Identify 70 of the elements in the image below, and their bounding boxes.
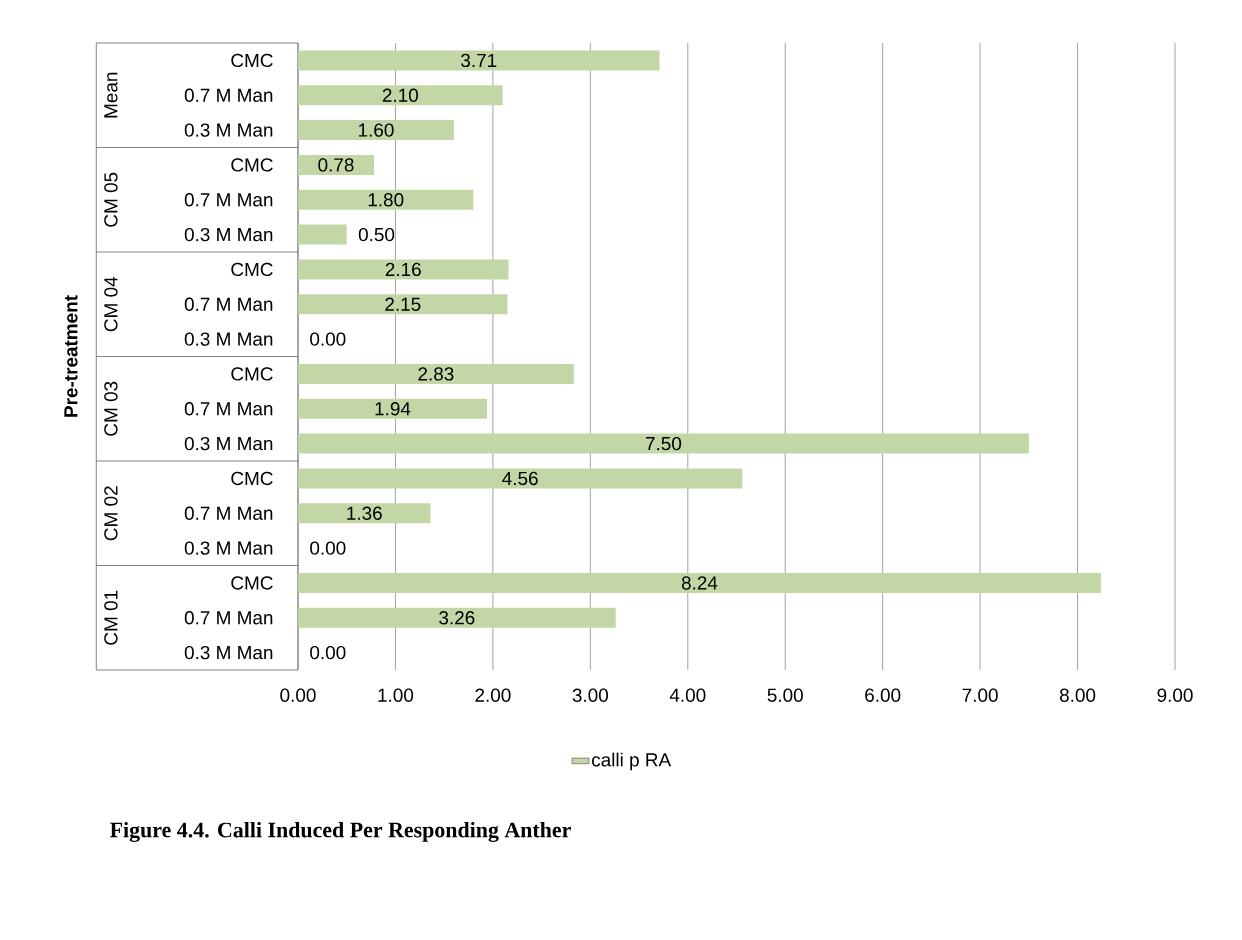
text: 0.00 [310, 645, 346, 660]
bar [298, 120, 454, 141]
y-tick-label: 0.7 M Man [184, 88, 273, 102]
y-tick-label: CMC [231, 158, 273, 172]
y-tick-label: CMC [231, 576, 273, 590]
bar [298, 154, 375, 175]
y-tick-label: 0.7 M Man [184, 193, 273, 207]
bar [298, 363, 574, 384]
x-tick-label: 5.00 [767, 688, 803, 702]
y-tick-label: 0.3 M Man [184, 227, 273, 242]
bar [298, 607, 616, 628]
y-tick-label: CMC [231, 471, 273, 486]
text: 1.80 [368, 193, 404, 207]
bar [298, 50, 660, 71]
y-tick-label: CMC [231, 262, 273, 277]
y-tick-label: 0.7 M Man [184, 402, 273, 416]
text: Mean [104, 72, 118, 118]
text: 1.36 [347, 506, 382, 520]
text: CM 02 [104, 486, 118, 541]
text: 0.50 [358, 227, 395, 242]
x-tick-label: 6.00 [865, 688, 901, 702]
text: 3.71 [461, 53, 497, 68]
text: 0.00 [310, 541, 346, 555]
legend-label: calli p RA [592, 752, 672, 771]
text: CM 04 [104, 276, 118, 332]
x-tick-label: 7.00 [962, 688, 998, 702]
y-tick-label: 0.3 M Man [184, 332, 273, 346]
text: 7.50 [645, 436, 682, 451]
text: 1.94 [375, 402, 411, 416]
x-tick-label: 4.00 [669, 688, 706, 702]
y-tick-label: 0.3 M Man [184, 541, 273, 555]
text: CM 01 [104, 590, 118, 645]
x-tick-label: 2.00 [475, 688, 511, 702]
text: 4.56 [502, 471, 538, 486]
text: 0.78 [318, 158, 354, 172]
x-tick-label: 1.00 [378, 688, 414, 702]
bar [298, 503, 431, 524]
bar [298, 189, 474, 210]
bar [298, 433, 1029, 454]
y-tick-label: 0.3 M Man [184, 123, 273, 137]
x-tick-label: 8.00 [1059, 688, 1096, 702]
y-tick-label: 0.7 M Man [184, 611, 273, 625]
bar [298, 259, 509, 280]
y-tick-label: 0.7 M Man [184, 506, 273, 520]
text: 3.26 [439, 611, 475, 625]
bar [298, 85, 503, 106]
text: CM 05 [104, 172, 118, 227]
bar [298, 468, 743, 489]
bar [298, 224, 347, 245]
text: Pre-treatment [64, 295, 78, 417]
text: 2.10 [382, 88, 418, 102]
text: 2.16 [385, 262, 421, 277]
text: CM 03 [104, 381, 118, 436]
text: 8.24 [681, 576, 718, 590]
y-tick-label: 0.3 M Man [184, 436, 273, 451]
x-tick-label: 9.00 [1157, 688, 1193, 702]
bar [298, 572, 1101, 593]
bar [298, 294, 508, 315]
text: Figure 4.4. Calli Induced Per Responding Anther [110, 821, 571, 843]
y-tick-label: 0.3 M Man [184, 645, 273, 660]
text: 2.15 [385, 297, 421, 311]
text: 0.00 [310, 332, 346, 346]
bar [298, 398, 488, 419]
y-tick-label: 0.7 M Man [184, 297, 273, 311]
x-tick-label: 0.00 [280, 688, 316, 702]
y-tick-label: CMC [231, 367, 273, 381]
y-tick-label: CMC [231, 53, 273, 68]
text: 2.83 [418, 367, 454, 381]
x-tick-label: 3.00 [572, 688, 609, 702]
text: 1.60 [358, 123, 394, 137]
